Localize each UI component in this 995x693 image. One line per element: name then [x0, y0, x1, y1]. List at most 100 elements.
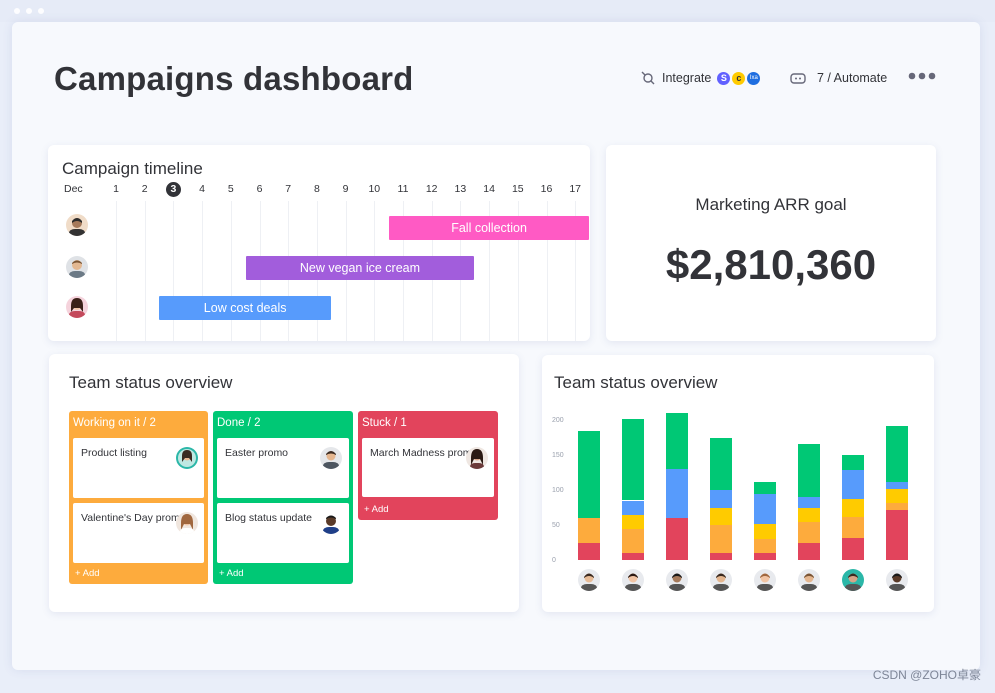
y-tick-label: 100 — [552, 487, 564, 494]
kanban-item-label: Blog status update — [225, 512, 312, 524]
bar-segment[interactable] — [842, 516, 864, 538]
team-status-chart-card: Team status overview — [542, 355, 934, 612]
bar-segment[interactable] — [754, 523, 776, 539]
timeline-day: 1 — [113, 183, 119, 195]
timeline-day: 8 — [313, 183, 320, 195]
bar-segment[interactable] — [798, 507, 820, 522]
kanban-column-label: Stuck / 1 — [362, 417, 407, 429]
window-top-bar — [0, 0, 995, 22]
kanban-item[interactable]: Easter promo — [217, 438, 349, 498]
bar-segment[interactable] — [710, 490, 732, 508]
bar-segment[interactable] — [666, 469, 688, 518]
bar-segment[interactable] — [886, 481, 908, 489]
avatar[interactable] — [666, 569, 688, 591]
avatar[interactable] — [710, 569, 732, 591]
bar-segment[interactable] — [710, 525, 732, 553]
bar-segment[interactable] — [886, 488, 908, 503]
bar-segment[interactable] — [622, 500, 644, 515]
bar-segment[interactable] — [622, 418, 644, 501]
bar-segment[interactable] — [754, 494, 776, 524]
bar-segment[interactable] — [666, 518, 688, 560]
app-logo-icon: S — [717, 71, 731, 85]
timeline-day: 2 — [141, 183, 148, 195]
bar-segment[interactable] — [578, 542, 600, 560]
window-dot[interactable] — [14, 8, 20, 14]
window-dot[interactable] — [26, 8, 32, 14]
timeline-title: Campaign timeline — [62, 159, 203, 178]
avatar[interactable] — [798, 569, 820, 591]
bar-segment[interactable] — [842, 499, 864, 517]
bar-segment[interactable] — [754, 539, 776, 553]
integrate-button[interactable]: Integrate S c Ixa — [640, 68, 761, 88]
arr-value: $2,810,360 — [665, 241, 877, 288]
timeline-bar[interactable]: New vegan ice cream — [245, 256, 475, 280]
bar-segment[interactable] — [710, 553, 732, 560]
bar-segment[interactable] — [886, 502, 908, 510]
kanban-column-done: Done / 2 Easter promo Blog status update… — [213, 411, 353, 584]
bar-segment[interactable] — [886, 425, 908, 482]
more-options-icon[interactable] — [908, 66, 936, 86]
timeline-day: 5 — [227, 183, 234, 195]
kanban-item[interactable]: Blog status update — [217, 503, 349, 563]
bar-segment[interactable] — [622, 528, 644, 553]
timeline-month: Dec — [64, 183, 83, 195]
avatar[interactable] — [66, 214, 88, 236]
kanban-column-label: Done / 2 — [217, 417, 261, 429]
bar-segment[interactable] — [754, 553, 776, 560]
app-logo-icon: Ixa — [747, 71, 761, 85]
bar-segment[interactable] — [622, 514, 644, 529]
bar-segment[interactable] — [754, 482, 776, 495]
timeline-bar[interactable]: Low cost deals — [159, 296, 331, 320]
avatar[interactable] — [842, 569, 864, 591]
avatar — [320, 512, 342, 534]
timeline-grid-line — [489, 201, 491, 341]
integrate-label: Integrate — [662, 71, 712, 85]
timeline-day: 12 — [425, 183, 438, 195]
add-item-button[interactable]: + Add — [364, 504, 389, 515]
avatar — [176, 512, 198, 534]
avatar[interactable] — [66, 296, 88, 318]
kanban-item[interactable]: Product listing — [73, 438, 204, 498]
today-marker: 3 — [165, 182, 181, 197]
bar-segment[interactable] — [622, 553, 644, 560]
kanban-column-stuck: Stuck / 1 March Madness promo + Add — [358, 411, 498, 520]
automate-button[interactable]: 7 / Automate — [789, 68, 887, 88]
bar-segment[interactable] — [710, 507, 732, 525]
kanban-item[interactable]: Valentine's Day promo — [73, 503, 204, 563]
bar-segment[interactable] — [886, 509, 908, 560]
timeline-bar[interactable]: Fall collection — [389, 216, 590, 240]
kanban-column-working: Working on it / 2 Product listing Valent… — [69, 411, 208, 584]
bar-segment[interactable] — [578, 518, 600, 543]
avatar[interactable] — [622, 569, 644, 591]
avatar — [466, 447, 488, 469]
avatar[interactable] — [66, 256, 88, 278]
bar-segment[interactable] — [842, 455, 864, 470]
bar-segment[interactable] — [798, 521, 820, 543]
arr-goal-card: Marketing ARR goal $2,810,360 — [606, 145, 936, 341]
bar-segment[interactable] — [842, 469, 864, 500]
avatar — [176, 447, 198, 469]
kanban-item-label: Product listing — [81, 447, 147, 459]
bar-segment[interactable] — [798, 542, 820, 560]
kanban-column-label: Working on it / 2 — [73, 417, 156, 429]
bar-segment[interactable] — [842, 537, 864, 560]
timeline-day: 15 — [511, 183, 524, 195]
bar-segment[interactable] — [710, 437, 732, 490]
kanban-item-label: Valentine's Day promo — [81, 512, 186, 524]
kanban-item[interactable]: March Madness promo — [362, 438, 494, 497]
add-item-button[interactable]: + Add — [75, 568, 100, 579]
timeline-day: 9 — [342, 183, 349, 195]
bar-segment[interactable] — [666, 413, 688, 469]
avatar[interactable] — [754, 569, 776, 591]
bar-segment[interactable] — [798, 497, 820, 508]
avatar[interactable] — [578, 569, 600, 591]
window-dot[interactable] — [38, 8, 44, 14]
avatar[interactable] — [886, 569, 908, 591]
app-logo-icon: c — [732, 71, 746, 85]
timeline-day: 16 — [540, 183, 553, 195]
bar-segment[interactable] — [798, 443, 820, 497]
add-item-button[interactable]: + Add — [219, 568, 244, 579]
robot-icon — [790, 73, 806, 84]
bar-segment[interactable] — [578, 431, 600, 518]
watermark: CSDN @ZOHO卓豪 — [872, 668, 981, 682]
